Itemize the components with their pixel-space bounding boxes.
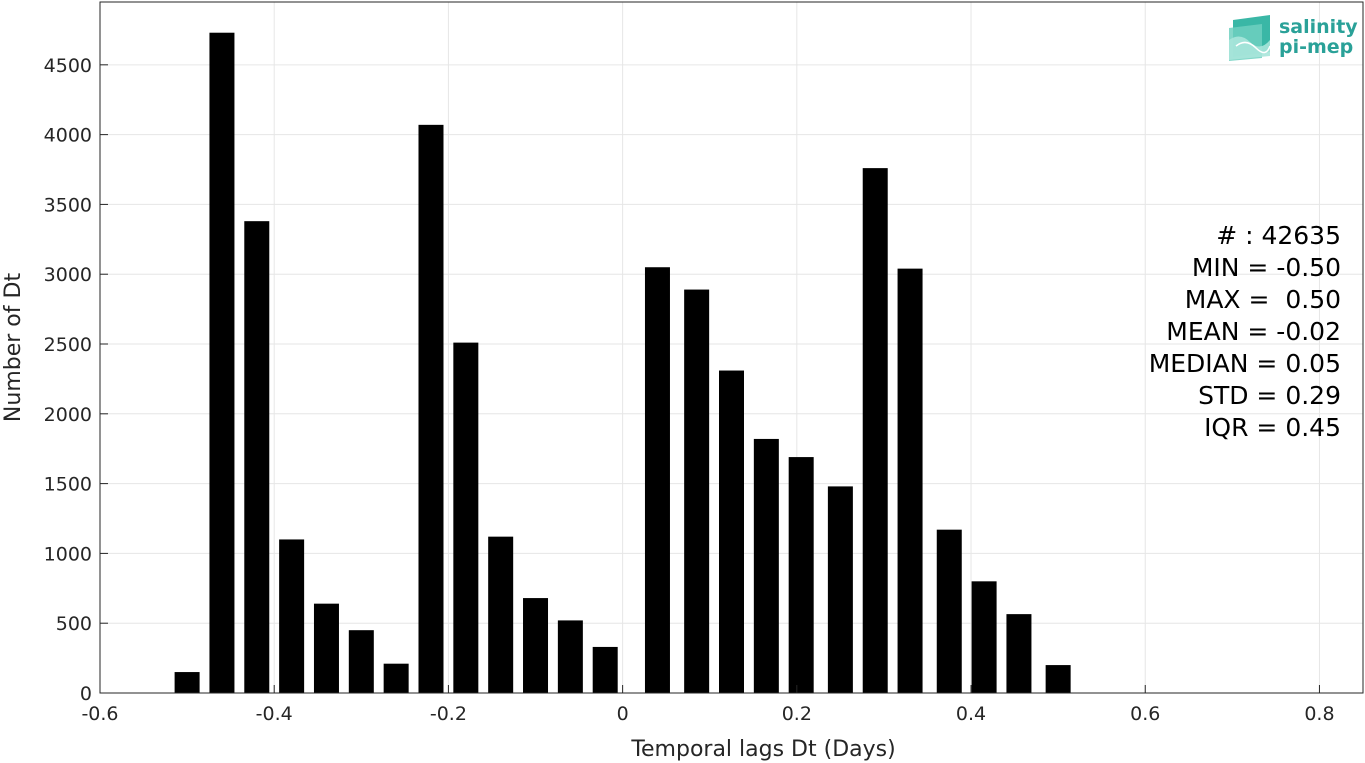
bar-1 (209, 32, 235, 693)
x-tick-label-5: 0.4 (956, 703, 986, 725)
bar-12 (592, 646, 618, 693)
bar-13 (644, 267, 670, 693)
stat-line-2: MAX = 0.50 (1185, 285, 1341, 314)
bar-3 (279, 539, 305, 693)
y-ticks: 0 500 1000 1500 2000 2500 3000 3500 4000 4500 (44, 55, 108, 705)
bar-2 (244, 221, 270, 693)
x-ticks: -0.6 -0.4 -0.2 0 0.2 0.4 0.6 0.8 (81, 685, 1335, 725)
bar-6 (383, 663, 409, 693)
y-tick-label-3: 1500 (44, 474, 92, 496)
logo-text-pi-mep: pi-mep (1279, 36, 1353, 58)
bar-16 (753, 438, 779, 693)
y-tick-label-2: 1000 (44, 543, 92, 565)
x-tick-label-3: 0 (617, 703, 629, 725)
bar-21 (936, 529, 962, 693)
stat-line-3: MEAN = -0.02 (1166, 317, 1341, 346)
y-tick-label-4: 2000 (44, 404, 92, 426)
bar-17 (788, 457, 814, 693)
bar-11 (557, 620, 583, 693)
bar-5 (348, 630, 374, 693)
y-tick-label-0: 0 (80, 683, 92, 705)
x-tick-label-4: 0.2 (782, 703, 812, 725)
bar-8 (453, 342, 479, 693)
bar-19 (862, 168, 888, 693)
y-tick-label-6: 3000 (44, 264, 92, 286)
bar-10 (523, 598, 549, 693)
bar-15 (719, 370, 744, 693)
x-tick-label-2: -0.2 (430, 703, 467, 725)
salinity-pi-mep-logo: salinity pi-mep (1229, 15, 1358, 61)
x-tick-label-1: -0.4 (256, 703, 293, 725)
bar-23 (1006, 614, 1032, 693)
x-tick-label-7: 0.8 (1304, 703, 1334, 725)
bar-22 (971, 581, 997, 693)
y-tick-label-5: 2500 (44, 334, 92, 356)
x-tick-label-0: -0.6 (81, 703, 118, 725)
bar-18 (827, 486, 853, 693)
bar-20 (897, 268, 923, 693)
y-tick-label-8: 4000 (44, 125, 92, 147)
x-tick-label-6: 0.6 (1130, 703, 1160, 725)
bar-0 (174, 672, 200, 693)
bar-14 (684, 289, 710, 693)
stat-line-6: IQR = 0.45 (1204, 413, 1341, 442)
y-tick-label-1: 500 (56, 613, 92, 635)
logo-wave-icon (1229, 15, 1271, 61)
bar-24 (1045, 665, 1071, 693)
statistics-box: # : 42635 MIN = -0.50 MAX = 0.50 MEAN = -0.… (1149, 221, 1341, 442)
y-tick-label-7: 3500 (44, 194, 92, 216)
logo-text-salinity: salinity (1279, 16, 1358, 38)
bar-4 (313, 603, 339, 693)
bars (174, 32, 1071, 694)
stat-line-5: STD = 0.29 (1198, 381, 1341, 410)
stat-line-0: # : 42635 (1216, 221, 1341, 250)
bar-9 (488, 536, 514, 693)
plot-frame (99, 1, 1364, 694)
y-tick-label-9: 4500 (44, 55, 92, 77)
stat-line-4: MEDIAN = 0.05 (1149, 349, 1341, 378)
bar-7 (418, 124, 444, 694)
y-axis-label: Number of Dt (1, 273, 26, 423)
x-axis-label: Temporal lags Dt (Days) (630, 737, 895, 762)
stat-line-1: MIN = -0.50 (1192, 253, 1341, 282)
